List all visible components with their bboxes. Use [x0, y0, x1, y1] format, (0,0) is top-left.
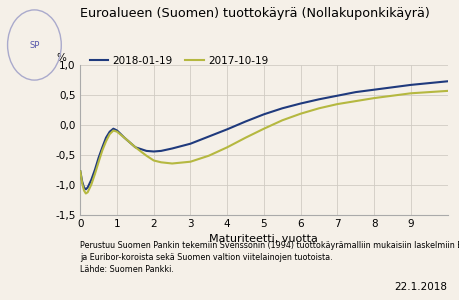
- Text: Lähde: Suomen Pankki.: Lähde: Suomen Pankki.: [80, 266, 174, 274]
- Text: Perustuu Suomen Pankin tekemiin Svenssonin (1994) tuottokäyrämalliin mukaisiin l: Perustuu Suomen Pankin tekemiin Svensson…: [80, 242, 459, 250]
- Text: SP: SP: [29, 40, 39, 50]
- Text: ja Euribor-koroista sekä Suomen valtion viitelainojen tuotoista.: ja Euribor-koroista sekä Suomen valtion …: [80, 254, 333, 262]
- Text: Euroalueen (Suomen) tuottokäyrä (Nollakuponkikäyrä): Euroalueen (Suomen) tuottokäyrä (Nollaku…: [80, 8, 430, 20]
- Text: 22.1.2018: 22.1.2018: [395, 283, 448, 292]
- Legend: 2018-01-19, 2017-10-19: 2018-01-19, 2017-10-19: [85, 52, 273, 70]
- Text: %: %: [56, 53, 67, 63]
- X-axis label: Maturiteetti, vuotta: Maturiteetti, vuotta: [209, 233, 319, 244]
